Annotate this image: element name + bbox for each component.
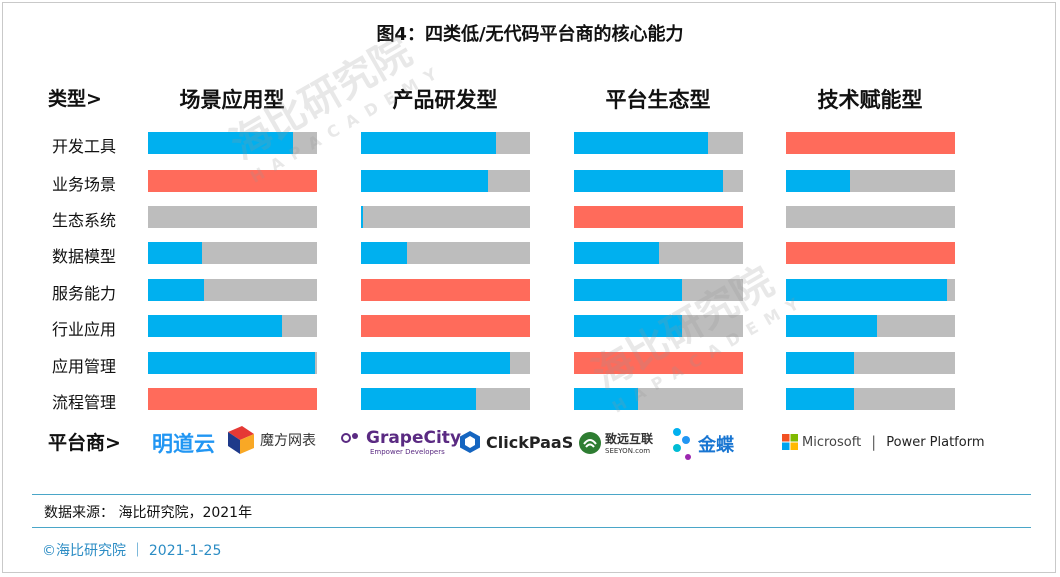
bar-track bbox=[361, 388, 530, 410]
bar-track bbox=[148, 242, 317, 264]
category-label: 流程管理 bbox=[52, 393, 117, 412]
bar-fill bbox=[148, 315, 282, 337]
kingdee-icon bbox=[673, 428, 691, 460]
bar-track bbox=[786, 242, 955, 264]
bar-track bbox=[786, 206, 955, 228]
bar-track bbox=[786, 352, 955, 374]
bar-fill bbox=[148, 132, 294, 154]
type-row-label: 类型> bbox=[48, 88, 102, 110]
bar-track bbox=[361, 352, 530, 374]
bar-fill bbox=[361, 132, 497, 154]
bar-fill bbox=[786, 388, 854, 410]
data-source: 数据来源： 海比研究院，2021年 bbox=[44, 505, 253, 521]
bar-fill bbox=[574, 170, 723, 192]
bar-track bbox=[786, 279, 955, 301]
group-header: 产品研发型 bbox=[392, 88, 498, 112]
logo-microsoft: Microsoft | Power Platform bbox=[782, 433, 985, 451]
bar-fill bbox=[574, 242, 659, 264]
footer-copyright: ©海比研究院 ｜ 2021-1-25 bbox=[42, 543, 222, 559]
category-label: 生态系统 bbox=[52, 211, 117, 230]
logo-kingdee: 金蝶 bbox=[670, 426, 734, 462]
logo-clickpaas: ClickPaaS bbox=[458, 430, 573, 454]
microsoft-separator: | bbox=[871, 433, 877, 451]
bar-track bbox=[574, 170, 743, 192]
bar-track bbox=[574, 352, 743, 374]
category-label: 服务能力 bbox=[52, 284, 117, 303]
grapecity-tagline: Empower Developers bbox=[370, 448, 445, 456]
kingdee-text: 金蝶 bbox=[698, 435, 734, 456]
logo-mingdaoyun: 明道云 bbox=[152, 428, 215, 458]
bar-track bbox=[148, 170, 317, 192]
divider-top bbox=[32, 494, 1031, 495]
bar-track bbox=[148, 132, 317, 154]
bar-fill bbox=[786, 352, 854, 374]
group-header: 场景应用型 bbox=[179, 88, 285, 112]
logo-seeyon: 致远互联 SEEYON.com bbox=[578, 430, 653, 455]
bar-fill bbox=[361, 388, 476, 410]
bar-track bbox=[361, 206, 530, 228]
logo-grapecity: GrapeCity Empower Developers bbox=[340, 428, 461, 456]
bar-track bbox=[361, 279, 530, 301]
bar-fill bbox=[148, 279, 204, 301]
grapecity-icon bbox=[341, 433, 358, 443]
bar-fill bbox=[361, 206, 363, 228]
clickpaas-icon bbox=[460, 431, 480, 453]
divider-bottom bbox=[32, 527, 1031, 528]
bar-track bbox=[786, 132, 955, 154]
microsoft-text: Microsoft bbox=[802, 434, 862, 450]
bar-fill bbox=[786, 279, 947, 301]
power-platform-text: Power Platform bbox=[886, 434, 985, 450]
logo-mofang: 魔方网表 bbox=[224, 424, 316, 456]
clickpaas-text: ClickPaaS bbox=[486, 432, 574, 452]
grapecity-text: GrapeCity bbox=[366, 428, 462, 448]
bar-track bbox=[574, 242, 743, 264]
microsoft-icon bbox=[782, 434, 798, 450]
seeyon-icon bbox=[579, 431, 601, 454]
bar-fill bbox=[148, 352, 316, 374]
bar-track bbox=[148, 206, 317, 228]
bar-fill bbox=[574, 279, 683, 301]
category-label: 业务场景 bbox=[52, 175, 117, 194]
bar-track bbox=[574, 279, 743, 301]
bar-track bbox=[574, 388, 743, 410]
seeyon-text: 致远互联 bbox=[605, 432, 654, 446]
bar-fill bbox=[361, 170, 488, 192]
bar-fill bbox=[148, 242, 203, 264]
category-label: 行业应用 bbox=[52, 320, 117, 339]
bar-track bbox=[361, 170, 530, 192]
bar-track bbox=[574, 206, 743, 228]
bar-fill bbox=[361, 352, 510, 374]
category-label: 开发工具 bbox=[52, 137, 117, 156]
bar-track bbox=[148, 315, 317, 337]
bar-track bbox=[574, 315, 743, 337]
chart-title: 图4：四类低/无代码平台商的核心能力 bbox=[376, 24, 684, 45]
vendor-row-label: 平台商> bbox=[48, 432, 121, 454]
group-header: 平台生态型 bbox=[605, 88, 711, 112]
mingdaoyun-text: 明道云 bbox=[152, 432, 215, 456]
bar-fill bbox=[574, 315, 683, 337]
bar-track bbox=[361, 242, 530, 264]
bar-track bbox=[574, 132, 743, 154]
bar-track bbox=[361, 132, 530, 154]
mofang-text: 魔方网表 bbox=[260, 433, 316, 449]
bar-fill bbox=[786, 315, 878, 337]
seeyon-url: SEEYON.com bbox=[605, 447, 651, 455]
bar-fill bbox=[786, 170, 851, 192]
bar-track bbox=[148, 388, 317, 410]
category-label: 应用管理 bbox=[52, 357, 117, 376]
mofang-cube-icon bbox=[228, 426, 254, 454]
bar-fill bbox=[361, 242, 407, 264]
group-header: 技术赋能型 bbox=[817, 88, 923, 112]
bar-fill bbox=[574, 388, 639, 410]
bar-track bbox=[786, 388, 955, 410]
bar-track bbox=[786, 315, 955, 337]
bar-track bbox=[361, 315, 530, 337]
bar-fill bbox=[574, 132, 708, 154]
bar-track bbox=[148, 352, 317, 374]
category-label: 数据模型 bbox=[52, 247, 117, 266]
bar-track bbox=[786, 170, 955, 192]
bar-track bbox=[148, 279, 317, 301]
